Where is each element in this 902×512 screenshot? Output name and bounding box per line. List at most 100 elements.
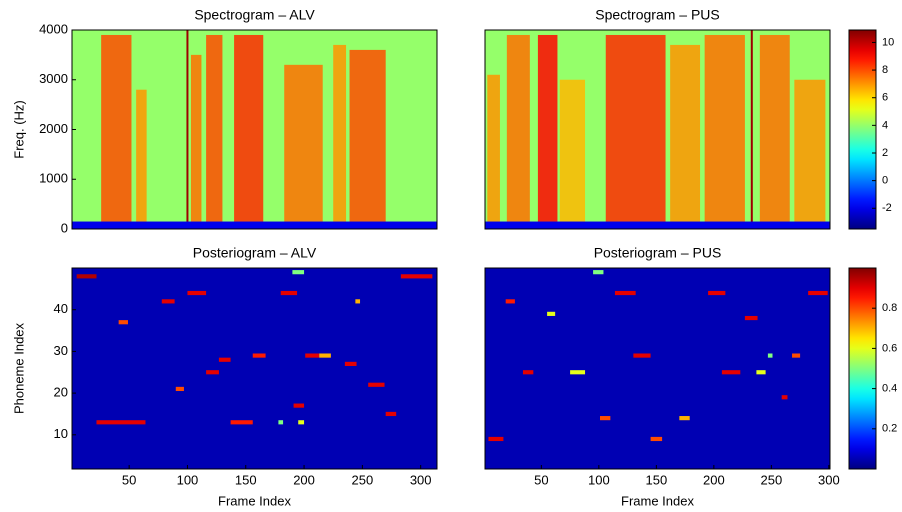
plot-area	[72, 30, 437, 229]
activation	[522, 370, 534, 375]
colorbar-tick-label: 10	[882, 36, 894, 48]
activation	[756, 370, 766, 375]
y-tick-label: 4000	[39, 21, 68, 36]
activation	[368, 382, 385, 387]
activation	[218, 357, 231, 362]
spectral-band	[704, 34, 745, 229]
x-tick-label: 250	[760, 472, 782, 487]
spectral-band	[537, 34, 558, 229]
plot-area	[485, 268, 830, 469]
activation	[600, 416, 611, 421]
activation	[293, 403, 305, 408]
activation	[161, 299, 175, 304]
plot-frame	[484, 267, 831, 470]
spectral-band	[136, 89, 147, 229]
x-tick-label: 250	[352, 472, 374, 487]
spectral-band	[605, 34, 666, 229]
activation	[298, 420, 305, 425]
y-tick-label: 30	[54, 343, 68, 358]
activation	[187, 290, 207, 296]
x-tick-label: 200	[293, 472, 315, 487]
colorbar-tick-label: 0	[882, 175, 888, 187]
plot-frame	[484, 29, 831, 230]
activation	[488, 436, 504, 442]
spectral-band	[487, 74, 500, 229]
x-axis-label: Frame Index	[218, 493, 291, 508]
spectral-band	[559, 79, 586, 229]
x-tick-label: 100	[588, 472, 610, 487]
activation	[400, 274, 433, 279]
activation	[767, 353, 773, 358]
spectral-band	[349, 49, 386, 229]
activation	[570, 370, 586, 375]
activation	[808, 290, 828, 296]
activation	[292, 270, 305, 275]
panel-title: Spectrogram – PUS	[595, 7, 720, 23]
x-tick-label: 50	[534, 472, 548, 487]
heatmap-background	[485, 268, 830, 469]
x-tick-label: 100	[177, 472, 199, 487]
spectral-band	[190, 54, 202, 229]
spectral-band	[234, 34, 264, 229]
y-axis-label: Phoneme Index	[11, 322, 26, 414]
activation	[118, 320, 128, 325]
x-tick-label: 150	[235, 472, 257, 487]
activation	[344, 361, 357, 366]
panel-title: Spectrogram – ALV	[194, 7, 315, 23]
colorbar-tick-label: 0.4	[882, 383, 897, 395]
spectral-band	[101, 34, 132, 229]
activation	[744, 315, 758, 321]
spectral-band	[333, 44, 347, 229]
activation	[650, 436, 663, 442]
low-freq-floor	[72, 221, 437, 229]
colorbar-tick-label: 0.2	[882, 423, 897, 435]
colorbar-tick-label: -2	[882, 202, 892, 214]
heatmap-background	[72, 268, 437, 469]
spectral-band	[206, 34, 223, 229]
x-tick-label: 50	[122, 472, 136, 487]
activation	[633, 353, 651, 358]
y-tick-label: 10	[54, 426, 68, 441]
activation	[319, 353, 331, 358]
activation	[278, 420, 284, 425]
activation	[505, 299, 515, 304]
spectral-band	[284, 64, 323, 229]
colorbar-tick-label: 4	[882, 119, 888, 131]
activation	[305, 353, 320, 358]
activation	[175, 386, 184, 392]
y-tick-label: 3000	[39, 71, 68, 86]
y-tick-label: 1000	[39, 171, 68, 186]
activation	[76, 274, 97, 279]
colorbar-tick-label: 6	[882, 92, 888, 104]
x-tick-label: 300	[818, 472, 840, 487]
spectral-band	[506, 34, 530, 229]
y-axis-label: Freq. (Hz)	[11, 100, 26, 159]
x-axis-label: Frame Index	[621, 493, 694, 508]
activation	[230, 420, 253, 425]
activation	[721, 370, 741, 375]
activation	[252, 353, 266, 358]
low-freq-floor	[485, 221, 830, 229]
y-tick-label: 20	[54, 385, 68, 400]
colorbar	[848, 29, 877, 230]
spectral-band	[670, 44, 701, 229]
activation	[96, 420, 146, 425]
panel-title: Posteriogram – ALV	[193, 245, 317, 261]
activation	[206, 370, 219, 375]
plot-area	[72, 268, 437, 469]
colorbar-tick-label: 8	[882, 64, 888, 76]
activation	[593, 270, 604, 275]
activation	[385, 411, 397, 417]
plot-frame	[71, 267, 438, 470]
y-tick-label: 40	[54, 301, 68, 316]
x-tick-label: 300	[410, 472, 432, 487]
activation	[708, 290, 726, 296]
colorbar-tick-label: 0.6	[882, 342, 897, 354]
y-tick-label: 2000	[39, 121, 68, 136]
y-tick-label: 0	[61, 220, 68, 235]
activation	[679, 416, 690, 421]
x-tick-label: 150	[645, 472, 667, 487]
activation	[355, 299, 361, 304]
colorbar	[848, 267, 877, 470]
